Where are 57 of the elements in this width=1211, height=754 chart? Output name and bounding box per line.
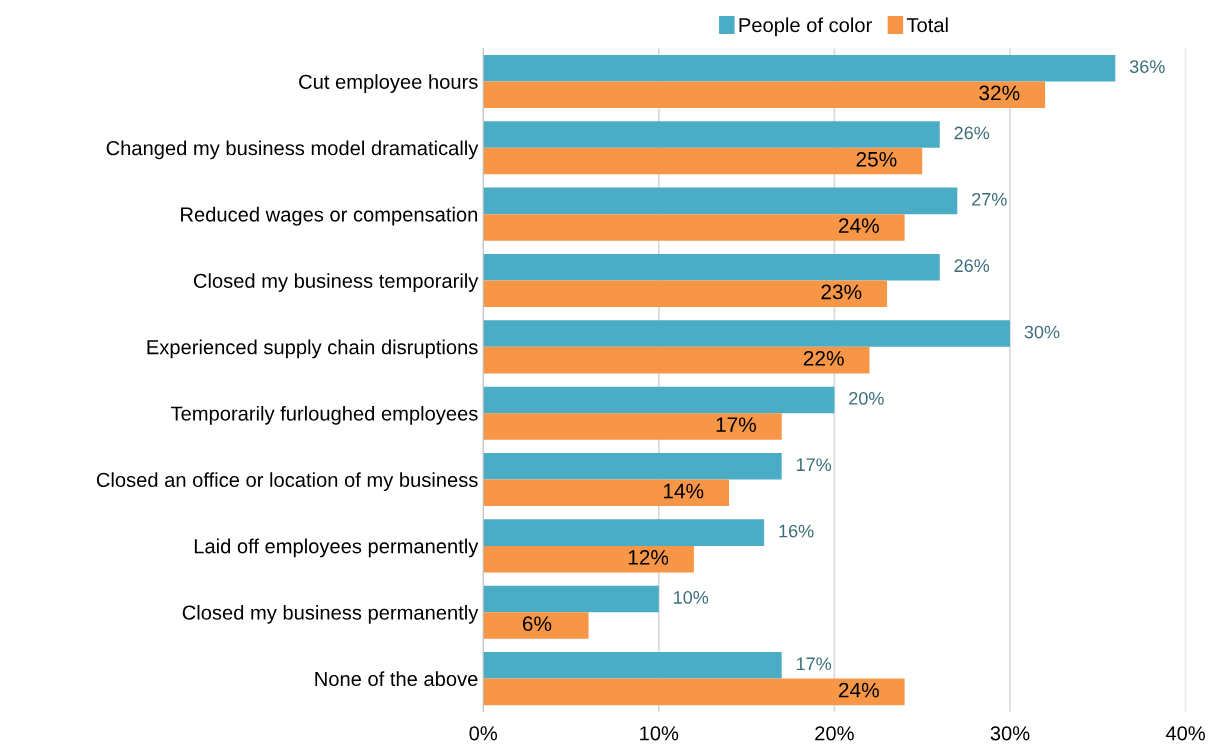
bar	[483, 479, 730, 507]
y-tick-label: Experienced supply chain disruptions	[147, 339, 478, 359]
data-label: 32%	[979, 85, 1020, 101]
data-label: 26%	[954, 126, 990, 140]
y-tick-label: Closed my business permanently	[182, 604, 479, 624]
data-label: 36%	[1129, 60, 1165, 74]
bar	[483, 121, 940, 148]
x-tick-label: 30%	[990, 726, 1030, 741]
data-label: 6%	[522, 616, 552, 632]
bar	[483, 81, 1046, 108]
data-label: 16%	[779, 524, 814, 538]
bar	[483, 519, 765, 546]
data-label: 26%	[954, 259, 990, 273]
bar	[483, 214, 905, 241]
bar	[483, 346, 870, 374]
bar	[483, 147, 923, 175]
bar	[483, 54, 1116, 82]
data-label: 17%	[796, 657, 832, 671]
x-tick-label: 0%	[469, 726, 498, 741]
bar	[483, 545, 694, 573]
data-label: 22%	[803, 350, 844, 366]
legend-label: People of color	[739, 17, 872, 37]
data-label: 10%	[674, 591, 709, 604]
data-label: 24%	[839, 218, 879, 233]
x-tick-label: 10%	[640, 726, 679, 741]
bar	[483, 612, 589, 639]
y-tick-label: None of the above	[315, 671, 478, 687]
bar	[483, 652, 782, 679]
data-label: 17%	[716, 417, 756, 432]
y-tick-label: Changed my business model dramatically	[106, 140, 479, 160]
bar	[483, 187, 958, 215]
bar	[483, 585, 659, 613]
bar	[483, 413, 782, 440]
data-label: 14%	[663, 483, 704, 499]
bar	[483, 280, 888, 308]
y-tick-label: Laid off employees permanently	[194, 538, 479, 558]
data-label: 23%	[821, 284, 862, 300]
data-label: 12%	[628, 550, 669, 565]
y-tick-label: Cut employee hours	[299, 74, 478, 93]
y-tick-label: Temporarily furloughed employees	[170, 405, 478, 425]
legend-label: Total	[906, 17, 948, 33]
data-label: 17%	[796, 458, 832, 472]
x-tick-label: 40%	[1165, 726, 1206, 741]
data-label: 30%	[1024, 325, 1060, 339]
data-label: 24%	[839, 682, 879, 698]
bar	[483, 453, 782, 480]
y-tick-label: Reduced wages or compensation	[181, 206, 478, 226]
data-label: 27%	[972, 192, 1007, 206]
y-tick-label: Closed an office or location of my business	[96, 472, 478, 492]
data-label: 20%	[849, 391, 884, 405]
y-tick-label: Closed my business temporarily	[193, 273, 479, 292]
x-tick-label: 20%	[815, 726, 854, 741]
bar	[483, 386, 835, 414]
data-label: 25%	[856, 151, 897, 167]
bar	[483, 678, 905, 706]
bar	[483, 320, 1010, 347]
bar	[483, 253, 940, 281]
